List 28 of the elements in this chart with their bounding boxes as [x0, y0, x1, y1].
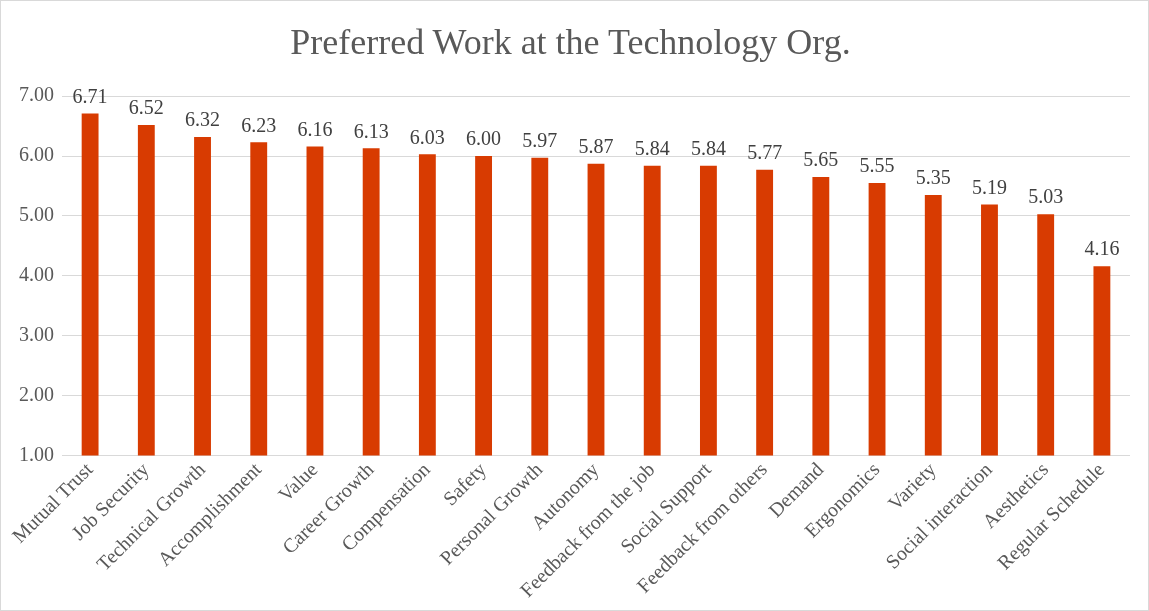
data-label: 6.52: [128, 96, 164, 119]
data-label: 4.16: [1084, 237, 1120, 260]
data-label: 5.03: [1028, 185, 1064, 208]
data-label: 5.87: [578, 135, 614, 158]
data-label: 5.77: [747, 141, 783, 164]
y-tick-label: 5.00: [19, 203, 54, 226]
data-label: 5.19: [971, 175, 1007, 198]
data-label: 6.32: [185, 108, 221, 131]
data-label: 5.55: [859, 154, 895, 177]
y-tick-label: 4.00: [19, 263, 54, 286]
data-label: 5.84: [634, 136, 670, 159]
data-label: 6.16: [297, 117, 333, 140]
y-tick-label: 1.00: [19, 442, 54, 465]
data-label: 5.97: [522, 129, 558, 152]
data-label: 6.00: [466, 127, 502, 150]
data-label: 6.23: [241, 113, 277, 136]
data-label: 6.03: [409, 125, 445, 148]
y-tick-label: 3.00: [19, 322, 54, 345]
data-label: 6.71: [72, 84, 108, 107]
y-tick-label: 2.00: [19, 382, 54, 405]
y-tick-label: 7.00: [19, 83, 54, 106]
data-label: 5.84: [690, 136, 726, 159]
data-label: 6.13: [353, 119, 389, 142]
chart-title: Preferred Work at the Technology Org.: [290, 22, 851, 63]
x-tick-label: Value: [273, 457, 322, 506]
y-tick-label: 6.00: [19, 143, 54, 166]
data-label: 5.65: [803, 148, 839, 171]
data-label: 5.35: [915, 166, 951, 189]
